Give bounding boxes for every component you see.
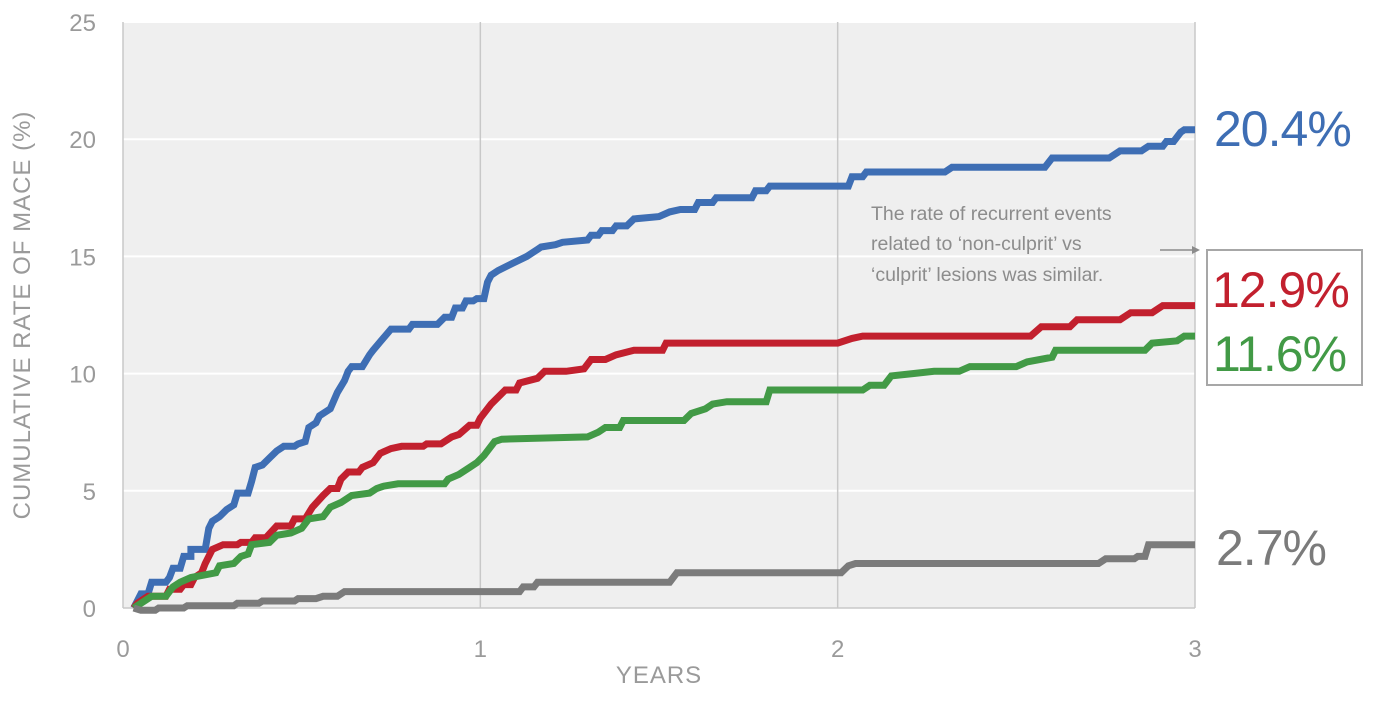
axes bbox=[122, 22, 1195, 609]
y-tick-label: 20 bbox=[69, 127, 96, 154]
series-lines bbox=[130, 126, 1195, 614]
annotation-arrow bbox=[1160, 246, 1200, 254]
y-tick-label: 15 bbox=[69, 244, 96, 271]
x-tick-label: 3 bbox=[1188, 636, 1201, 663]
annotation-line-3: ‘culprit’ lesions was similar. bbox=[871, 264, 1103, 286]
x-tick-label: 2 bbox=[831, 636, 844, 663]
y-tick-label: 5 bbox=[83, 479, 96, 506]
x-tick-labels: 0 1 2 3 bbox=[116, 636, 1201, 663]
series-line-red bbox=[130, 302, 1195, 611]
annotation-line-2: related to ‘non-culprit’ vs bbox=[871, 233, 1082, 255]
y-tick-label: 0 bbox=[83, 596, 96, 623]
y-tick-labels: 0 5 10 15 20 25 bbox=[69, 10, 96, 623]
end-label-gray: 2.7% bbox=[1216, 520, 1326, 576]
annotation-box bbox=[1206, 249, 1363, 386]
series-line-gray bbox=[132, 541, 1195, 614]
x-axis-title: YEARS bbox=[616, 662, 702, 689]
end-label-green: 11.6% bbox=[1213, 326, 1346, 382]
gridlines bbox=[123, 21, 1196, 608]
series-line-blue bbox=[130, 126, 1195, 610]
end-label-red: 12.9% bbox=[1212, 262, 1349, 318]
series-line-green bbox=[131, 332, 1195, 611]
annotation-line-1: The rate of recurrent events bbox=[871, 203, 1112, 225]
plot-background bbox=[123, 22, 1195, 608]
x-tick-label: 1 bbox=[474, 636, 487, 663]
y-axis-title: CUMULATIVE RATE OF MACE (%) bbox=[9, 111, 36, 520]
y-tick-label: 25 bbox=[69, 10, 96, 37]
end-label-blue: 20.4% bbox=[1214, 101, 1351, 157]
y-tick-label: 10 bbox=[69, 362, 96, 389]
x-tick-label: 0 bbox=[116, 636, 129, 663]
